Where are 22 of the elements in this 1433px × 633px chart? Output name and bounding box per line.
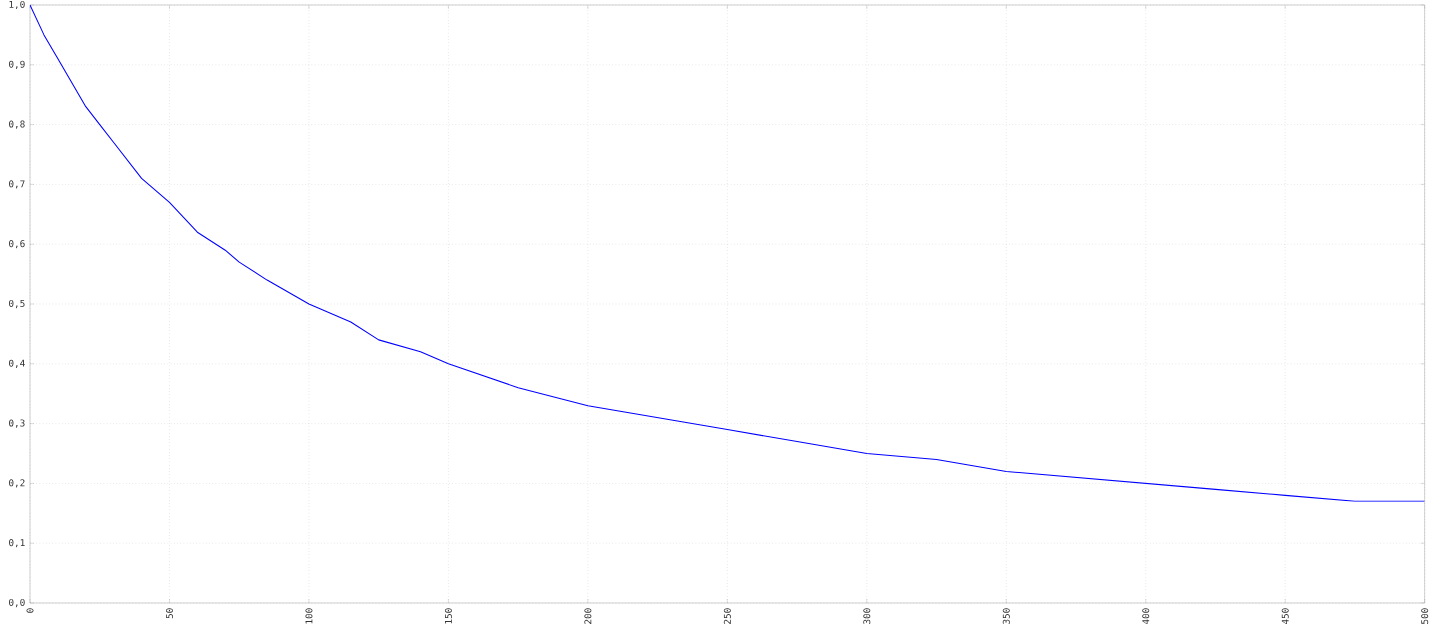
y-tick-label: 1,0 <box>9 0 25 10</box>
x-tick-label: 500 <box>1421 608 1429 624</box>
x-tick-label: 0 <box>26 608 34 613</box>
x-tick-label: 400 <box>1142 608 1150 625</box>
x-tick-label: 450 <box>1281 608 1289 625</box>
y-tick-label: 0,1 <box>9 539 25 548</box>
x-tick-label: 250 <box>723 608 731 624</box>
x-tick-label: 300 <box>863 608 871 624</box>
x-tick-label: 200 <box>584 608 592 624</box>
y-tick-label: 0,8 <box>9 120 25 129</box>
y-tick-label: 0,5 <box>9 299 25 309</box>
x-tick-label: 150 <box>444 608 452 624</box>
y-tick-label: 0,4 <box>9 359 25 368</box>
y-tick-label: 0,0 <box>9 598 25 608</box>
y-tick-label: 0,6 <box>9 240 25 249</box>
x-tick-label: 50 <box>165 608 173 619</box>
x-tick-label: 350 <box>1002 608 1010 624</box>
y-tick-label: 0,7 <box>9 180 25 189</box>
y-tick-label: 0,2 <box>9 479 25 488</box>
x-tick-label: 100 <box>305 608 313 624</box>
y-tick-label: 0,3 <box>9 419 25 428</box>
y-tick-label: 0,9 <box>9 60 25 69</box>
